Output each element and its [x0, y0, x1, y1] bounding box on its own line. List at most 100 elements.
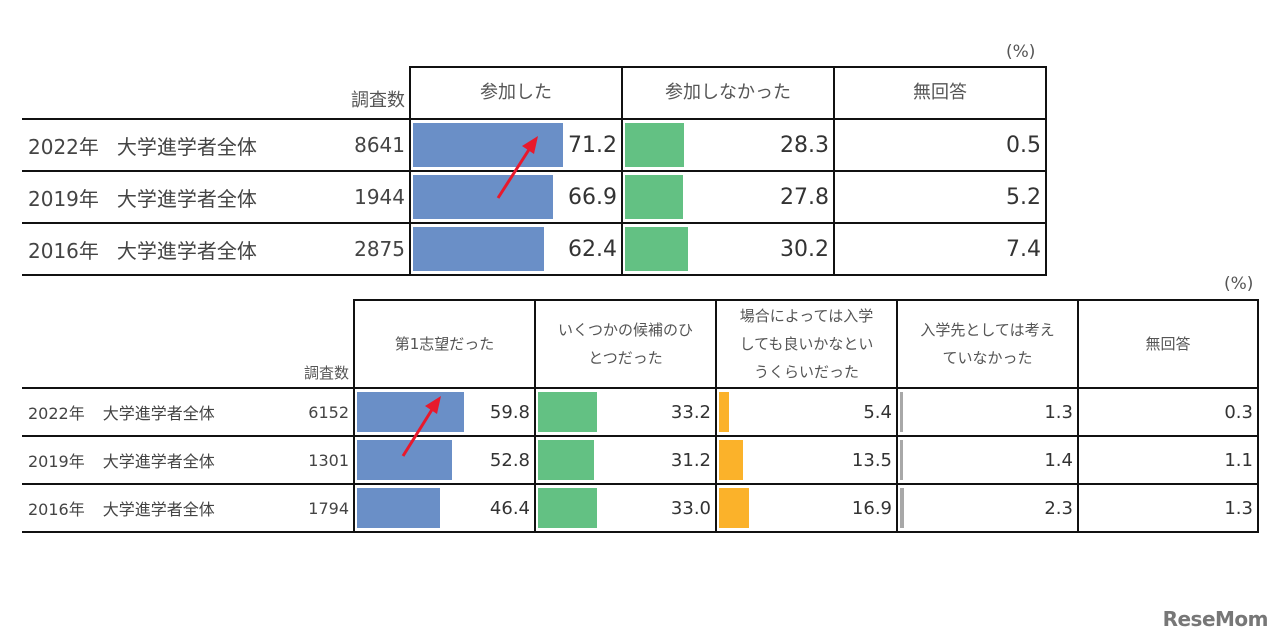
header-line: ていなかった: [942, 349, 1033, 367]
value: 33.2: [670, 401, 711, 423]
group-label: 大学進学者全体: [116, 238, 257, 263]
value: 1.1: [1224, 449, 1253, 471]
bar-one-of-candidates: [538, 440, 594, 480]
group-label: 大学進学者全体: [102, 452, 215, 471]
unit-label-1: (%): [1006, 42, 1036, 62]
col-header-first-choice: 第1志望だった: [353, 299, 536, 389]
table-row: 2016年 大学進学者全体 2875 62.4 30.2 7.4: [22, 222, 1047, 276]
cell-not-participated: 28.3: [621, 118, 835, 172]
header-line: とつだった: [588, 349, 663, 367]
col-header-no-answer: 無回答: [1077, 299, 1259, 389]
cell-first-choice: 52.8: [353, 435, 536, 485]
year-label: 2016年: [28, 238, 99, 263]
bar-one-of-candidates: [538, 488, 598, 528]
bar-not-considered: [900, 440, 903, 480]
value: 52.8: [489, 449, 530, 471]
value: 2.3: [1044, 497, 1073, 519]
col-header-no-answer: 無回答: [833, 66, 1047, 120]
participation-table: 調査数 参加した 参加しなかった 無回答 2022年 大学進学者全体 8641 7…: [22, 66, 1047, 276]
year-label: 2022年: [28, 134, 99, 159]
sample-count: 1794: [300, 483, 354, 533]
value: 1.3: [1044, 401, 1073, 423]
cell-participated: 62.4: [409, 222, 623, 276]
value: 46.4: [489, 497, 530, 519]
sample-count: 2875: [344, 222, 410, 276]
value: 71.2: [568, 132, 617, 158]
header-line: いくつかの候補のひ: [557, 321, 693, 339]
bar-one-of-candidates: [538, 392, 598, 432]
sample-count: 1944: [344, 170, 410, 224]
cell-one-of-candidates: 33.2: [534, 387, 717, 437]
cell-maybe: 5.4: [715, 387, 898, 437]
cell-not-considered: 1.3: [896, 387, 1079, 437]
bar-first-choice: [357, 392, 465, 432]
unit-label-2: (%): [1224, 274, 1254, 294]
table-row: 2016年 大学進学者全体 1794 46.4 33.0 16.9 2.3 1.3: [22, 483, 1259, 533]
value: 31.2: [670, 449, 711, 471]
cell-not-considered: 1.4: [896, 435, 1079, 485]
bar-maybe: [719, 392, 729, 432]
bar-participated: [413, 123, 563, 167]
year-label: 2016年: [28, 500, 85, 519]
header-line: 無回答: [1145, 335, 1191, 353]
value: 28.3: [780, 132, 829, 158]
cell-no-answer: 0.3: [1077, 387, 1259, 437]
bar-participated: [413, 175, 554, 219]
value: 5.4: [863, 401, 892, 423]
resemom-logo: ReseMom: [1162, 607, 1269, 631]
col-header-one-of-candidates: いくつかの候補のひ とつだった: [534, 299, 717, 389]
table-row: 2019年 大学進学者全体 1944 66.9 27.8 5.2: [22, 170, 1047, 224]
header-line: 場合によっては入学: [739, 307, 874, 325]
col-header-participated: 参加した: [409, 66, 623, 120]
table-row: 2019年 大学進学者全体 1301 52.8 31.2 13.5 1.4 1.1: [22, 435, 1259, 485]
value: 5.2: [1006, 184, 1041, 210]
cell-first-choice: 59.8: [353, 387, 536, 437]
bar-not-considered: [900, 488, 905, 528]
value: 13.5: [851, 449, 892, 471]
cell-maybe: 13.5: [715, 435, 898, 485]
value: 0.3: [1224, 401, 1253, 423]
trend-arrow-icon: [496, 136, 538, 199]
sample-count: 1301: [300, 435, 354, 485]
group-label: 大学進学者全体: [102, 500, 215, 519]
bar-participated: [413, 227, 545, 271]
value: 33.0: [670, 497, 711, 519]
bar-not-considered: [900, 392, 903, 432]
row-label: 2019年 大学進学者全体: [22, 435, 300, 485]
value: 0.5: [1006, 132, 1041, 158]
cell-participated: 66.9: [409, 170, 623, 224]
row-label: 2016年 大学進学者全体: [22, 483, 300, 533]
cell-not-participated: 27.8: [621, 170, 835, 224]
cell-first-choice: 46.4: [353, 483, 536, 533]
group-label: 大学進学者全体: [102, 404, 215, 423]
trend-arrow-icon: [401, 396, 441, 457]
header-line: しても良いかなとい: [739, 335, 874, 353]
value: 30.2: [780, 236, 829, 262]
header-line: うくらいだった: [753, 363, 859, 381]
value: 1.4: [1044, 449, 1073, 471]
col-header-not-participated: 参加しなかった: [621, 66, 835, 120]
row-label: 2022年 大学進学者全体: [22, 118, 344, 172]
cell-one-of-candidates: 31.2: [534, 435, 717, 485]
sample-count: 6152: [300, 387, 354, 437]
sample-count: 8641: [344, 118, 410, 172]
bar-first-choice: [357, 488, 441, 528]
value: 62.4: [568, 236, 617, 262]
cell-participated: 71.2: [409, 118, 623, 172]
bar-first-choice: [357, 440, 452, 480]
empty-header: [22, 300, 300, 388]
year-label: 2019年: [28, 452, 85, 471]
value: 7.4: [1006, 236, 1041, 262]
cell-not-participated: 30.2: [621, 222, 835, 276]
cell-not-considered: 2.3: [896, 483, 1079, 533]
row-label: 2016年 大学進学者全体: [22, 222, 344, 276]
value: 66.9: [568, 184, 617, 210]
row-label: 2019年 大学進学者全体: [22, 170, 344, 224]
cell-no-answer: 1.3: [1077, 483, 1259, 533]
cell-no-answer: 0.5: [833, 118, 1047, 172]
bar-maybe: [719, 440, 744, 480]
value: 16.9: [851, 497, 892, 519]
cell-one-of-candidates: 33.0: [534, 483, 717, 533]
cell-no-answer: 7.4: [833, 222, 1047, 276]
bar-not-participated: [625, 123, 685, 167]
